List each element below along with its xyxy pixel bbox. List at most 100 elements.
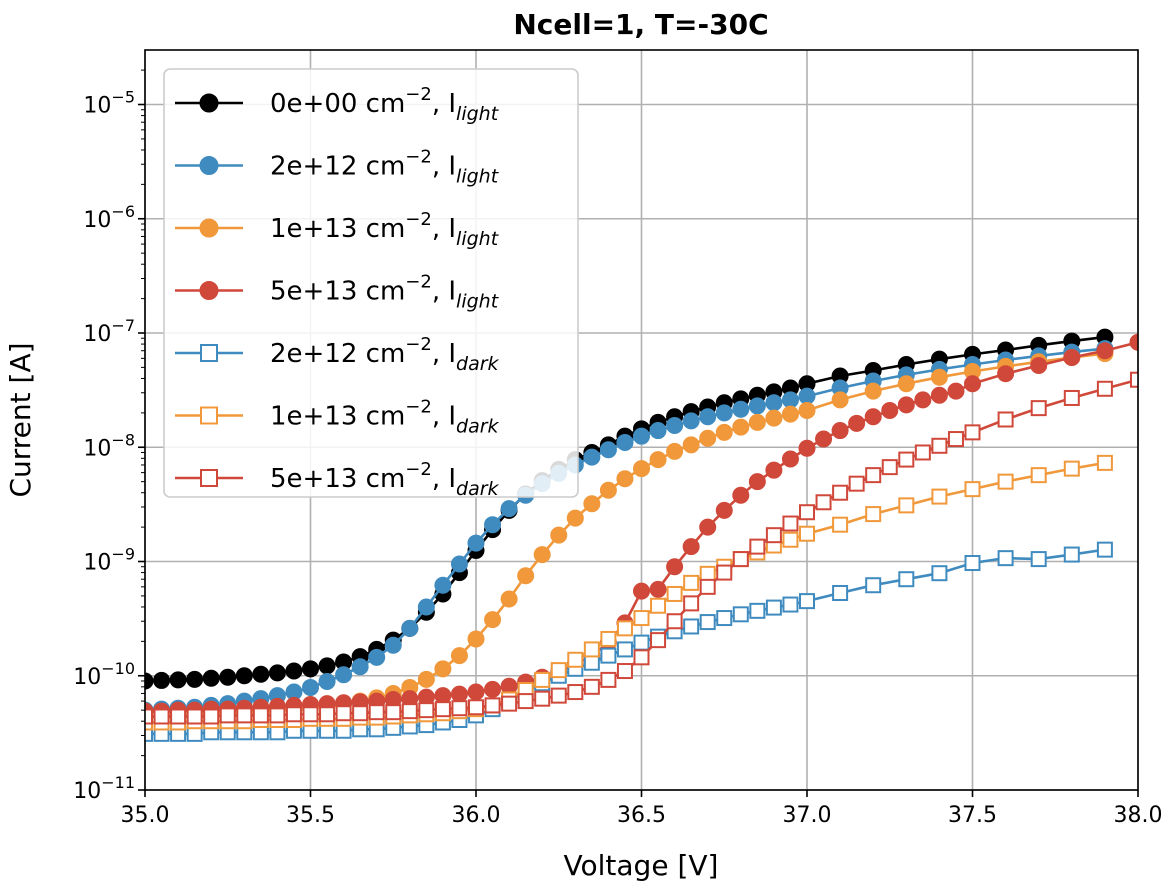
data-point: [1096, 454, 1113, 471]
data-point: [319, 706, 336, 723]
data-point: [881, 401, 899, 419]
data-point: [666, 442, 684, 460]
data-point: [1030, 551, 1047, 568]
data-point: [898, 497, 915, 514]
legend-marker: [199, 281, 219, 300]
data-point: [153, 708, 170, 725]
data-point: [186, 670, 204, 688]
data-point: [517, 693, 534, 710]
y-axis: 10−11 10−10 10−9 10−8 10−7 10−6 10−5: [73, 69, 145, 804]
data-point: [417, 670, 435, 688]
data-point: [599, 481, 617, 499]
legend-marker: [200, 406, 218, 425]
data-point: [500, 500, 518, 518]
data-point: [1096, 380, 1113, 397]
x-tick-label: 36.5: [617, 803, 666, 828]
data-point: [252, 707, 269, 724]
data-point: [716, 564, 733, 581]
data-point: [1030, 400, 1047, 417]
data-point: [798, 439, 816, 457]
data-point: [533, 546, 551, 564]
data-point: [501, 695, 518, 712]
y-axis-label: Current [A]: [4, 342, 37, 497]
x-tick-label: 36.0: [452, 803, 501, 828]
data-point: [881, 459, 898, 476]
legend-item: 0e+00 cm−2, Ilight: [175, 84, 500, 125]
legend-label: 2e+12 cm−2, Idark: [270, 334, 500, 375]
data-point: [170, 708, 187, 725]
data-point: [385, 704, 402, 721]
data-point: [467, 630, 485, 648]
data-point: [715, 404, 733, 422]
data-point: [219, 668, 237, 686]
legend-box: [163, 68, 579, 498]
data-point: [765, 394, 783, 412]
data-point: [1063, 349, 1081, 367]
data-point: [517, 567, 535, 585]
y-tick-label: 10−6: [83, 202, 135, 233]
data-point: [832, 516, 849, 533]
data-point: [715, 423, 733, 441]
y-tick-label: 10−5: [83, 88, 135, 119]
data-point: [799, 525, 815, 542]
data-point: [252, 665, 270, 683]
data-point: [616, 434, 634, 452]
data-point: [997, 550, 1014, 567]
legend-item: 5e+13 cm−2, Idark: [175, 459, 500, 500]
data-point: [1063, 389, 1080, 406]
data-point: [749, 538, 766, 555]
data-point: [931, 437, 948, 454]
data-point: [616, 641, 633, 658]
data-point: [930, 386, 948, 404]
data-point: [202, 669, 220, 687]
x-tick-label: 38.0: [1114, 803, 1163, 828]
legend-label: 1e+13 cm−2, Ilight: [270, 209, 500, 250]
data-point: [583, 448, 601, 466]
data-point: [145, 725, 153, 742]
data-point: [898, 571, 915, 588]
data-point: [500, 590, 518, 608]
data-point: [765, 461, 783, 479]
data-point: [616, 663, 633, 680]
data-point: [599, 441, 617, 459]
data-point: [583, 678, 600, 695]
data-point: [781, 450, 799, 468]
data-point: [947, 431, 964, 448]
data-point: [748, 413, 766, 431]
data-point: [567, 651, 584, 668]
data-point: [534, 690, 551, 707]
data-point: [898, 451, 915, 468]
data-point: [401, 703, 418, 720]
legend-marker: [200, 344, 218, 362]
data-point: [964, 481, 981, 498]
data-point: [1030, 356, 1048, 374]
data-point: [417, 598, 435, 616]
data-point: [351, 658, 369, 676]
data-point: [302, 678, 319, 696]
data-point: [384, 636, 402, 654]
data-point: [716, 610, 733, 627]
data-point: [236, 707, 253, 724]
x-tick-label: 37.0: [783, 803, 832, 828]
data-point: [352, 705, 369, 722]
data-point: [715, 501, 733, 519]
data-point: [1096, 342, 1114, 360]
data-point: [484, 680, 502, 698]
data-point: [633, 582, 650, 600]
y-tick-label: 10−7: [83, 316, 135, 347]
data-point: [649, 580, 667, 598]
data-point: [765, 599, 782, 616]
legend-item: 1e+13 cm−2, Ilight: [175, 209, 500, 250]
data-point: [864, 382, 882, 400]
data-point: [203, 708, 220, 725]
x-tick-label: 35.0: [121, 803, 170, 828]
data-point: [831, 391, 849, 409]
data-point: [600, 671, 617, 688]
data-point: [865, 506, 882, 523]
data-point: [302, 706, 319, 723]
data-point: [302, 660, 319, 678]
y-tick-label: 10−11: [73, 773, 135, 804]
data-point: [285, 706, 302, 723]
data-point: [550, 687, 567, 704]
data-point: [434, 576, 452, 594]
